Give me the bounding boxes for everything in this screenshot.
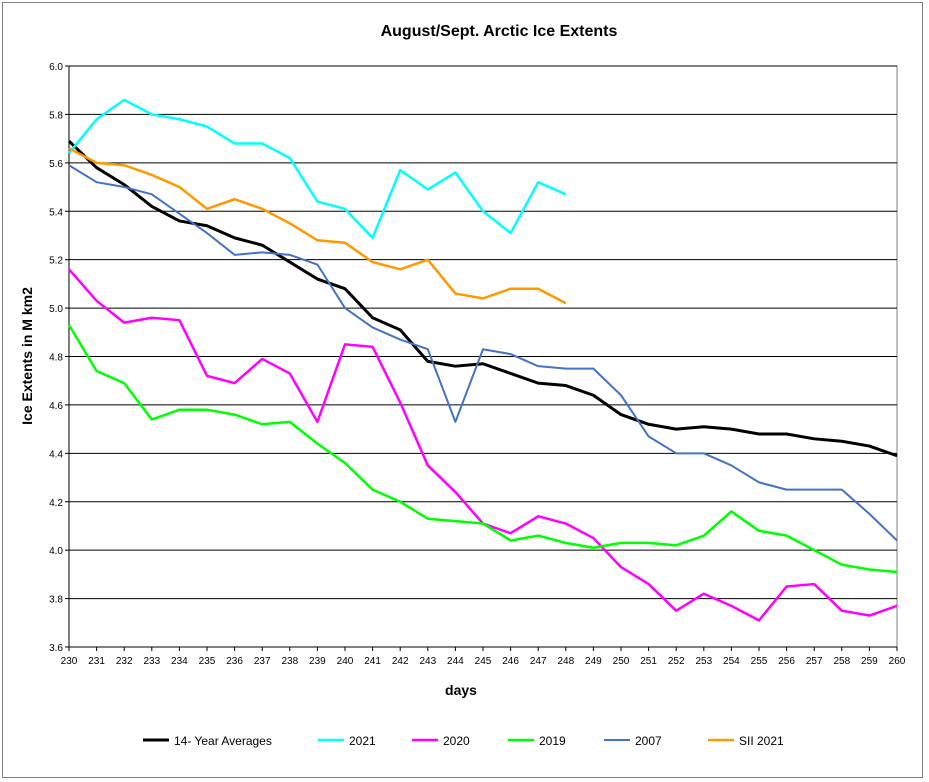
x-tick-label: 260: [889, 656, 906, 667]
legend-label: 2020: [443, 734, 470, 748]
x-tick-label: 258: [833, 656, 850, 667]
legend-label: SII 2021: [739, 734, 784, 748]
x-tick-label: 231: [88, 656, 105, 667]
series-line-2019: [67, 324, 898, 574]
y-tick-label: 6.0: [49, 62, 63, 73]
x-tick-label: 239: [309, 656, 326, 667]
x-tick-label: 241: [364, 656, 381, 667]
x-tick-label: 254: [723, 656, 740, 667]
y-tick-label: 4.4: [49, 449, 63, 460]
x-tick-label: 256: [778, 656, 795, 667]
y-tick-label: 5.6: [49, 159, 63, 170]
x-tick-label: 246: [502, 656, 519, 667]
chart-title: August/Sept. Arctic Ice Extents: [381, 23, 618, 40]
legend-label: 2007: [635, 734, 662, 748]
x-tick-label: 251: [640, 656, 657, 667]
y-tick-label: 5.8: [49, 110, 63, 121]
y-tick-label: 4.6: [49, 401, 63, 412]
x-tick-label: 240: [337, 656, 354, 667]
series-line-2007: [68, 164, 898, 542]
y-tick-label: 4.2: [49, 498, 63, 509]
y-tick-label: 3.8: [49, 595, 63, 606]
x-tick-label: 255: [751, 656, 768, 667]
legend-label: 14- Year Averages: [174, 734, 272, 748]
x-tick-label: 257: [806, 656, 823, 667]
x-tick-label: 243: [419, 656, 436, 667]
x-tick-label: 237: [254, 656, 271, 667]
x-tick-label: 232: [116, 656, 133, 667]
x-tick-label: 259: [861, 656, 878, 667]
y-tick-label: 3.6: [49, 643, 63, 654]
x-tick-label: 242: [392, 656, 409, 667]
x-axis-label: days: [445, 682, 477, 698]
series-line-2021: [68, 98, 567, 240]
x-tick-label: 236: [226, 656, 243, 667]
x-tick-label: 235: [199, 656, 216, 667]
x-tick-label: 245: [475, 656, 492, 667]
y-tick-label: 4.0: [49, 546, 63, 557]
series-line-sii-2021: [68, 147, 567, 305]
x-tick-label: 248: [557, 656, 574, 667]
x-tick-label: 249: [585, 656, 602, 667]
y-tick-label: 5.0: [49, 304, 63, 315]
x-tick-label: 244: [447, 656, 464, 667]
legend-label: 2019: [539, 734, 566, 748]
x-tick-label: 230: [61, 656, 78, 667]
x-tick-label: 253: [695, 656, 712, 667]
legend-label: 2021: [349, 734, 376, 748]
y-tick-label: 5.2: [49, 256, 63, 267]
y-tick-label: 4.8: [49, 353, 63, 364]
series-line-14-year-averages: [67, 139, 898, 458]
x-tick-label: 247: [530, 656, 547, 667]
x-tick-label: 252: [668, 656, 685, 667]
y-axis-label: Ice Extents in M km2: [19, 287, 35, 425]
x-tick-label: 233: [143, 656, 160, 667]
x-tick-label: 238: [281, 656, 298, 667]
x-tick-label: 250: [613, 656, 630, 667]
y-tick-label: 5.4: [49, 207, 63, 218]
x-tick-label: 234: [171, 656, 188, 667]
